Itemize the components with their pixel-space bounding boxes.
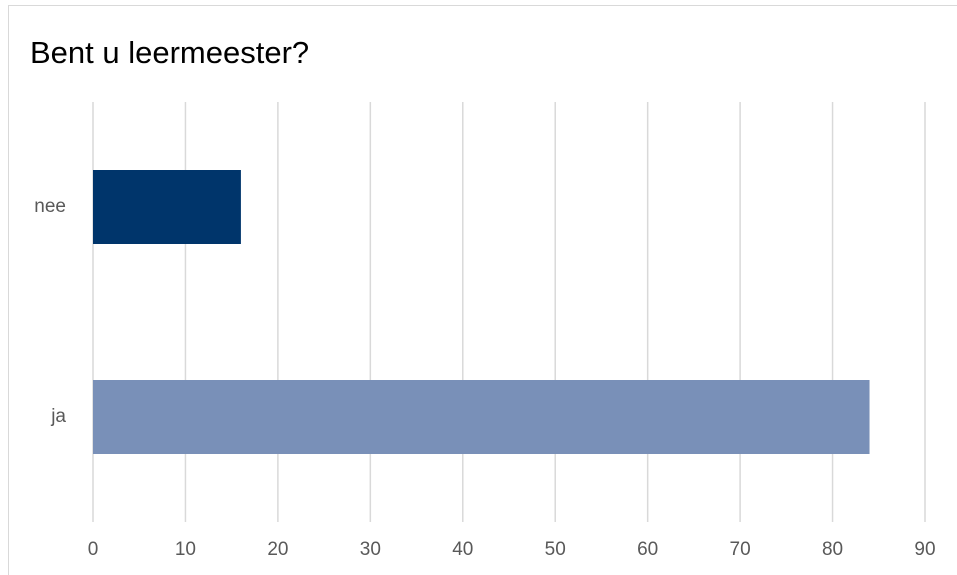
x-tick-label: 40: [452, 539, 473, 560]
x-tick-label: 70: [730, 539, 751, 560]
chart-title: Bent u leermeester?: [30, 35, 309, 70]
y-tick-label: nee: [34, 196, 66, 217]
x-tick-label: 80: [822, 539, 843, 560]
chart-frame: [8, 5, 957, 575]
bar: [93, 170, 241, 244]
x-tick-label: 90: [914, 539, 935, 560]
y-tick-label: ja: [50, 406, 66, 427]
x-tick-label: 30: [360, 539, 381, 560]
x-tick-label: 60: [637, 539, 658, 560]
x-tick-label: 20: [267, 539, 288, 560]
x-tick-label: 0: [88, 539, 99, 560]
x-tick-label: 50: [545, 539, 566, 560]
x-tick-label: 10: [175, 539, 196, 560]
bar: [93, 380, 870, 454]
